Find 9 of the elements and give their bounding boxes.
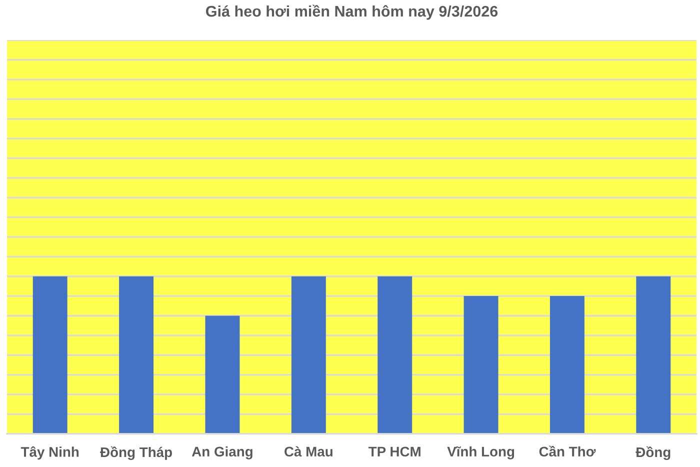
x-tick-label: Cà Mau (284, 446, 332, 457)
x-tick-label: TP HCM (368, 446, 420, 457)
x-tick-label: Vĩnh Long (447, 446, 514, 460)
x-tick-label: Đồng (636, 446, 670, 460)
x-tick-label: Tây Ninh (20, 446, 79, 460)
chart-title: Giá heo hơi miền Nam hôm nay 9/3/2026 (206, 4, 498, 20)
x-tick-label: Cần Thơ (539, 446, 596, 457)
x-tick-label: An Giang (192, 446, 252, 460)
x-tick-label: Đồng Tháp (100, 446, 172, 460)
